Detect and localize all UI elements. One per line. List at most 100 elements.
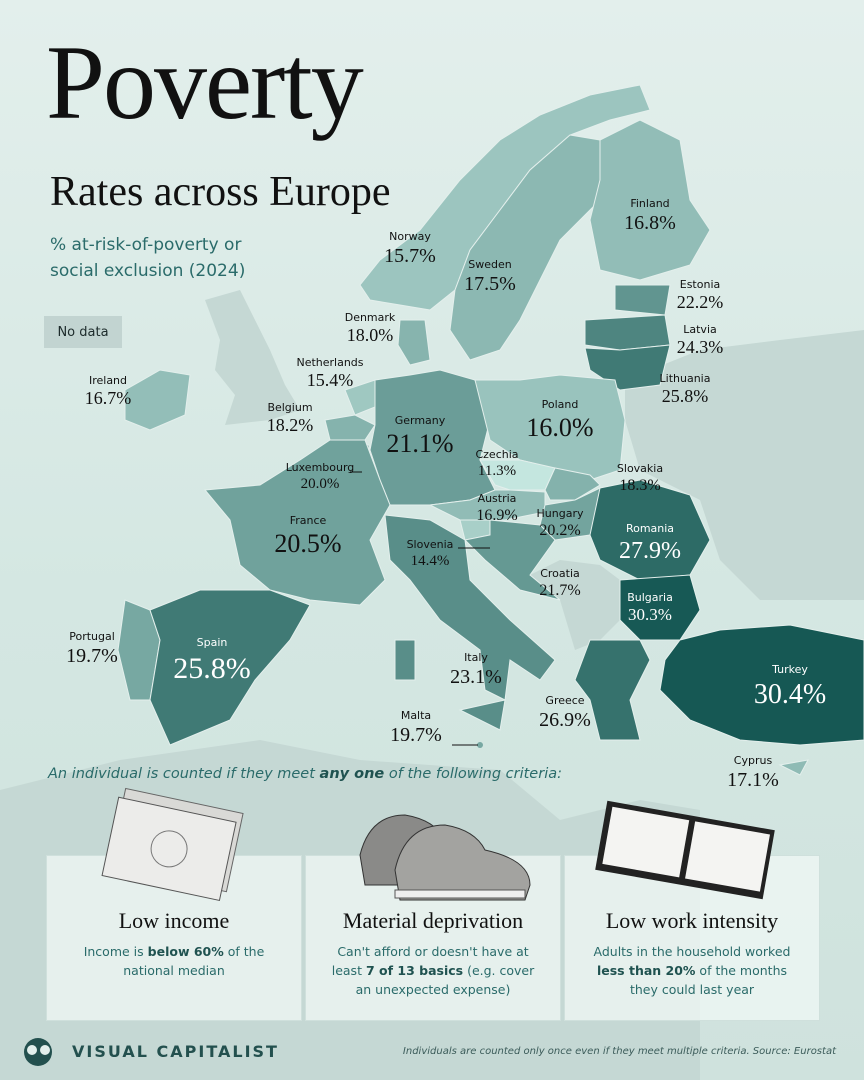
country [449,134,601,361]
criteria-card: Material deprivation Can't afford or does… [305,855,561,1021]
country-name: Netherlands [296,356,363,369]
card-text: Can't afford or doesn't have at least 7 … [328,942,538,999]
text: An individual is counted if they meet [48,766,320,782]
country-value: 15.4% [307,370,354,390]
country-value: 16.8% [624,212,676,234]
country-value: 26.9% [539,709,591,731]
country [384,514,556,701]
country-name: Romania [626,522,674,535]
country [124,369,191,431]
country-value: 30.4% [754,679,826,710]
country [574,639,651,741]
country [477,742,483,748]
country-name: Portugal [69,630,115,643]
country [778,759,809,776]
country-name: Czechia [475,448,518,461]
country-value: 20.2% [539,522,580,539]
country-value: 16.9% [476,507,517,524]
country-value: 27.9% [619,538,681,564]
country [324,414,376,441]
country-name: Turkey [771,663,808,676]
country-value: 22.2% [677,292,724,312]
emphasis: any one [319,766,385,782]
card-text: Adults in the household worked less than… [587,942,797,999]
text: of the months they could last year [629,963,788,997]
country-value: 18.2% [267,415,314,435]
country-value: 16.7% [85,388,132,408]
country-value: 30.3% [628,605,672,624]
criteria-intro: An individual is counted if they meet an… [48,766,562,782]
text: Can't afford or doesn't have at least [331,944,529,978]
country-name: Malta [401,709,431,722]
country [359,84,651,311]
country-value: 17.1% [727,769,779,791]
criteria-card: Low work intensity Adults in the househol… [564,855,820,1021]
card-text: Income is below 60% of the national medi… [69,942,279,980]
country-name: Spain [197,636,228,649]
country-name: Belgium [267,401,312,414]
eastern-land [625,330,864,600]
country-value: 19.7% [66,645,118,667]
country-value: 18.0% [347,325,394,345]
emphasis: less than 20% [596,963,696,978]
description-line: social exclusion (2024) [50,261,246,281]
country-name: Croatia [540,567,580,580]
country-name: Greece [545,694,584,707]
emphasis: below 60% [147,944,224,959]
country [584,314,671,351]
source-note: Individuals are counted only once even i… [402,1046,836,1057]
country-name: Luxembourg [286,461,355,474]
country-name: Poland [542,398,579,411]
country-value: 25.8% [173,652,251,685]
country-name: Latvia [683,323,717,336]
brand: VISUAL CAPITALIST [72,1042,279,1061]
country [394,639,416,681]
text: of the following criteria: [384,766,562,782]
country [614,284,671,316]
country-name: Slovakia [617,462,663,475]
country [458,699,506,731]
text: of the national median [123,944,265,978]
country-value: 16.0% [526,413,593,442]
country [544,467,601,501]
country-value: 24.3% [677,337,724,357]
country [589,119,711,281]
text: (e.g. cover an unexpected expense) [355,963,535,997]
country-value: 21.1% [386,429,453,458]
country-name: Denmark [345,311,396,324]
description-line: % at-risk-of-poverty or [50,235,242,255]
country-value: 19.7% [390,724,442,746]
country-value: 21.7% [539,582,580,599]
country-value: 15.7% [384,245,436,267]
country-name: Austria [478,492,517,505]
country-name: France [290,514,327,527]
country-name: Finland [630,197,669,210]
country-value: 11.3% [478,463,516,479]
country-value: 14.4% [411,553,450,569]
emphasis: 7 of 13 basics [365,963,464,978]
no-data-legend: No data [44,316,122,348]
country [397,319,431,366]
country-name: Cyprus [734,754,773,767]
country-name: Sweden [468,258,511,271]
country-name: Lithuania [660,372,711,385]
title: Poverty [46,24,364,141]
card-title: Material deprivation [342,908,524,933]
country-name: Germany [395,414,446,427]
description: % at-risk-of-poverty or social exclusion… [50,232,245,284]
text: Income is [83,944,148,959]
subtitle: Rates across Europe [50,169,391,215]
country-value: 20.5% [274,529,341,558]
country-value: 23.1% [450,666,502,688]
country [474,374,626,481]
country-name: Bulgaria [627,591,673,604]
country [149,589,311,746]
country-name: Norway [389,230,431,243]
country-name: Estonia [680,278,721,291]
balkans [530,560,620,650]
uk [205,290,300,425]
text: Adults in the household worked [593,944,791,959]
country [204,439,391,606]
criteria-card: Low income Income is below 60% of the nat… [46,855,302,1021]
